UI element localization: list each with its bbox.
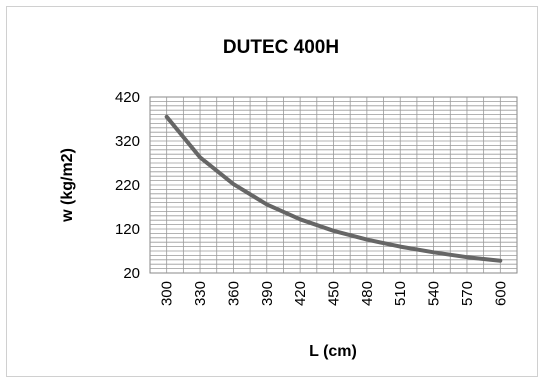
- x-tick-label: 360: [225, 281, 242, 306]
- gridlines: [150, 97, 517, 273]
- y-tick-label: 120: [115, 221, 140, 238]
- x-tick-label: 570: [459, 281, 476, 306]
- x-tick-label: 390: [259, 281, 276, 306]
- x-tick-label: 300: [159, 281, 176, 306]
- x-tick-label: 600: [492, 281, 509, 306]
- y-tick-label: 220: [115, 177, 140, 194]
- chart-title: DUTEC 400H: [223, 37, 339, 58]
- x-tick-label: 540: [426, 281, 443, 306]
- x-tick-label: 480: [359, 281, 376, 306]
- y-tick-label: 320: [115, 133, 140, 150]
- x-tick-label: 420: [292, 281, 309, 306]
- series-group: [164, 114, 503, 263]
- x-axis-title: L (cm): [309, 343, 357, 360]
- y-tick-label: 20: [123, 265, 140, 282]
- x-tick-label: 330: [192, 281, 209, 306]
- x-tick-label: 510: [392, 281, 409, 306]
- x-tick-label: 450: [326, 281, 343, 306]
- y-tick-labels: 420 320 220 120 20: [115, 89, 140, 282]
- y-axis-title: w (kg/m2): [59, 148, 76, 223]
- y-tick-label: 420: [115, 89, 140, 106]
- x-tick-labels: 300 330 360 390 420 450 480 510 540 570 600: [159, 281, 510, 306]
